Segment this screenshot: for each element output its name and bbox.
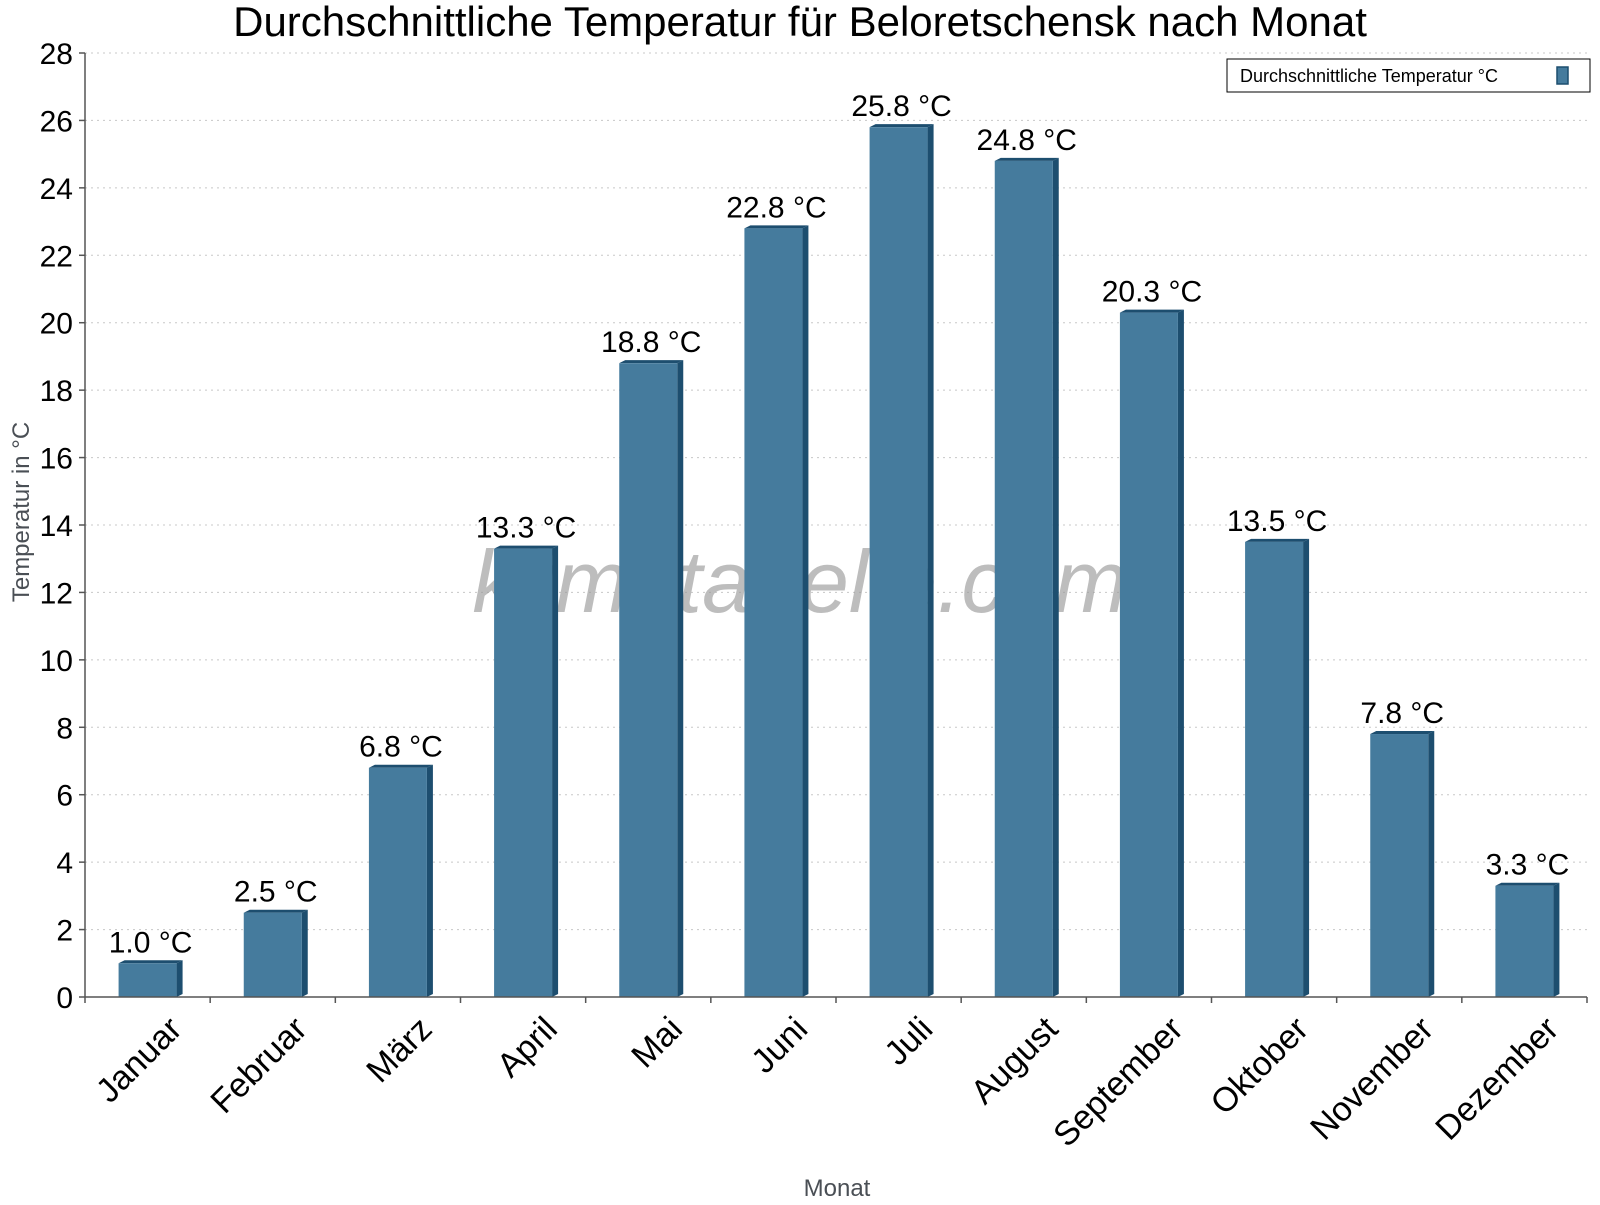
y-tick-label: 26 bbox=[40, 105, 73, 138]
bar bbox=[744, 228, 803, 998]
data-label: 22.8 °C bbox=[726, 191, 826, 224]
bar-group: 13.5 °C bbox=[1227, 505, 1327, 997]
bar bbox=[1495, 885, 1554, 997]
y-axis-title: Temperatur in °C bbox=[8, 422, 35, 602]
y-tick-label: 12 bbox=[40, 577, 73, 610]
data-label: 2.5 °C bbox=[234, 876, 318, 909]
y-tick-label: 10 bbox=[40, 645, 73, 678]
x-tick-label: Juli bbox=[877, 1010, 940, 1073]
x-tick-label: Februar bbox=[203, 1010, 314, 1121]
bar-top bbox=[1245, 538, 1310, 542]
x-axis-title: Monat bbox=[804, 1175, 871, 1200]
bar bbox=[1370, 734, 1429, 997]
bar bbox=[368, 767, 427, 997]
y-tick-label: 24 bbox=[40, 173, 73, 206]
y-tick-label: 4 bbox=[56, 847, 73, 880]
legend: Durchschnittliche Temperatur °C bbox=[1226, 58, 1591, 93]
bar-top bbox=[118, 960, 183, 964]
bar-side bbox=[1303, 538, 1310, 997]
data-label: 6.8 °C bbox=[359, 731, 443, 764]
x-tick-label: April bbox=[490, 1010, 565, 1085]
y-tick-label: 18 bbox=[40, 375, 73, 408]
bar bbox=[494, 548, 553, 997]
bar-group: 6.8 °C bbox=[359, 731, 443, 997]
gridlines bbox=[85, 52, 1587, 931]
bar-top bbox=[1495, 882, 1560, 886]
chart-title: Durchschnittliche Temperatur für Beloret… bbox=[233, 0, 1367, 45]
x-tick-label: Juni bbox=[744, 1010, 815, 1081]
data-label: 7.8 °C bbox=[1360, 697, 1444, 730]
bar-group: 22.8 °C bbox=[726, 191, 827, 998]
legend-swatch bbox=[1556, 66, 1569, 85]
bar bbox=[118, 963, 177, 997]
x-tick-label: Dezember bbox=[1428, 1010, 1566, 1148]
data-label: 13.5 °C bbox=[1227, 505, 1327, 538]
bar-group: 25.8 °C bbox=[851, 90, 952, 997]
data-label: 24.8 °C bbox=[977, 124, 1077, 157]
bar-side bbox=[552, 545, 559, 997]
y-tick-label: 16 bbox=[40, 443, 73, 476]
bar-top bbox=[619, 360, 684, 364]
legend-label: Durchschnittliche Temperatur °C bbox=[1240, 66, 1498, 86]
bar-group: 18.8 °C bbox=[601, 326, 701, 998]
x-tick-label: Januar bbox=[89, 1010, 189, 1110]
bar bbox=[1245, 541, 1304, 997]
y-tick-label: 6 bbox=[56, 780, 73, 813]
bar bbox=[1119, 312, 1178, 998]
bar-side bbox=[927, 124, 934, 997]
data-label: 13.3 °C bbox=[476, 512, 576, 545]
bar-group: 2.5 °C bbox=[234, 876, 318, 997]
bar-top bbox=[994, 157, 1059, 161]
bar-side bbox=[1553, 882, 1560, 997]
data-label: 3.3 °C bbox=[1486, 849, 1570, 882]
bar-side bbox=[176, 960, 183, 997]
bar-side bbox=[1428, 731, 1435, 997]
y-tick-label: 28 bbox=[40, 38, 73, 71]
bar-top bbox=[744, 225, 809, 229]
x-tick-label: Oktober bbox=[1203, 1010, 1315, 1122]
bar-group: 13.3 °C bbox=[476, 512, 576, 997]
bar-top bbox=[243, 909, 308, 913]
bar bbox=[243, 912, 302, 997]
data-label: 20.3 °C bbox=[1102, 276, 1202, 309]
bar-group: 7.8 °C bbox=[1360, 697, 1444, 997]
bar-group: 24.8 °C bbox=[977, 124, 1077, 997]
bar-group: 20.3 °C bbox=[1102, 276, 1202, 998]
bar-side bbox=[1177, 309, 1184, 998]
bar-side bbox=[677, 360, 684, 998]
data-label: 18.8 °C bbox=[601, 326, 701, 359]
bar-top bbox=[1119, 309, 1184, 313]
legend-box bbox=[1226, 58, 1591, 93]
bar-side bbox=[301, 909, 308, 997]
bar-top bbox=[869, 124, 934, 128]
x-tick-label: November bbox=[1303, 1010, 1441, 1148]
bar bbox=[869, 127, 928, 997]
bar-side bbox=[426, 764, 433, 997]
x-tick-label: September bbox=[1046, 1010, 1190, 1154]
y-tick-label: 2 bbox=[56, 915, 73, 948]
x-tick-label: Mai bbox=[624, 1010, 690, 1076]
bar bbox=[619, 363, 678, 998]
y-tick-label: 14 bbox=[40, 510, 73, 543]
x-tick-label: August bbox=[964, 1009, 1066, 1111]
y-tick-label: 8 bbox=[56, 712, 73, 745]
bar bbox=[994, 160, 1053, 997]
data-label: 1.0 °C bbox=[109, 926, 193, 959]
bar-top bbox=[1370, 731, 1435, 735]
bar-side bbox=[1052, 157, 1059, 997]
y-tick-label: 20 bbox=[40, 308, 73, 341]
x-tick-label: März bbox=[359, 1010, 439, 1090]
bar-side bbox=[802, 225, 809, 998]
bars: 1.0 °C 2.5 °C 6.8 °C 13.3 °C 18.8 °C 22.8 °C 2… bbox=[109, 90, 1570, 998]
y-tick-label: 22 bbox=[40, 240, 73, 273]
bar-group: 1.0 °C bbox=[109, 926, 193, 997]
bar-group: 3.3 °C bbox=[1486, 849, 1570, 997]
y-tick-label: 0 bbox=[56, 982, 73, 1015]
bar-top bbox=[368, 764, 433, 768]
bar-top bbox=[494, 545, 559, 549]
data-label: 25.8 °C bbox=[851, 90, 951, 123]
